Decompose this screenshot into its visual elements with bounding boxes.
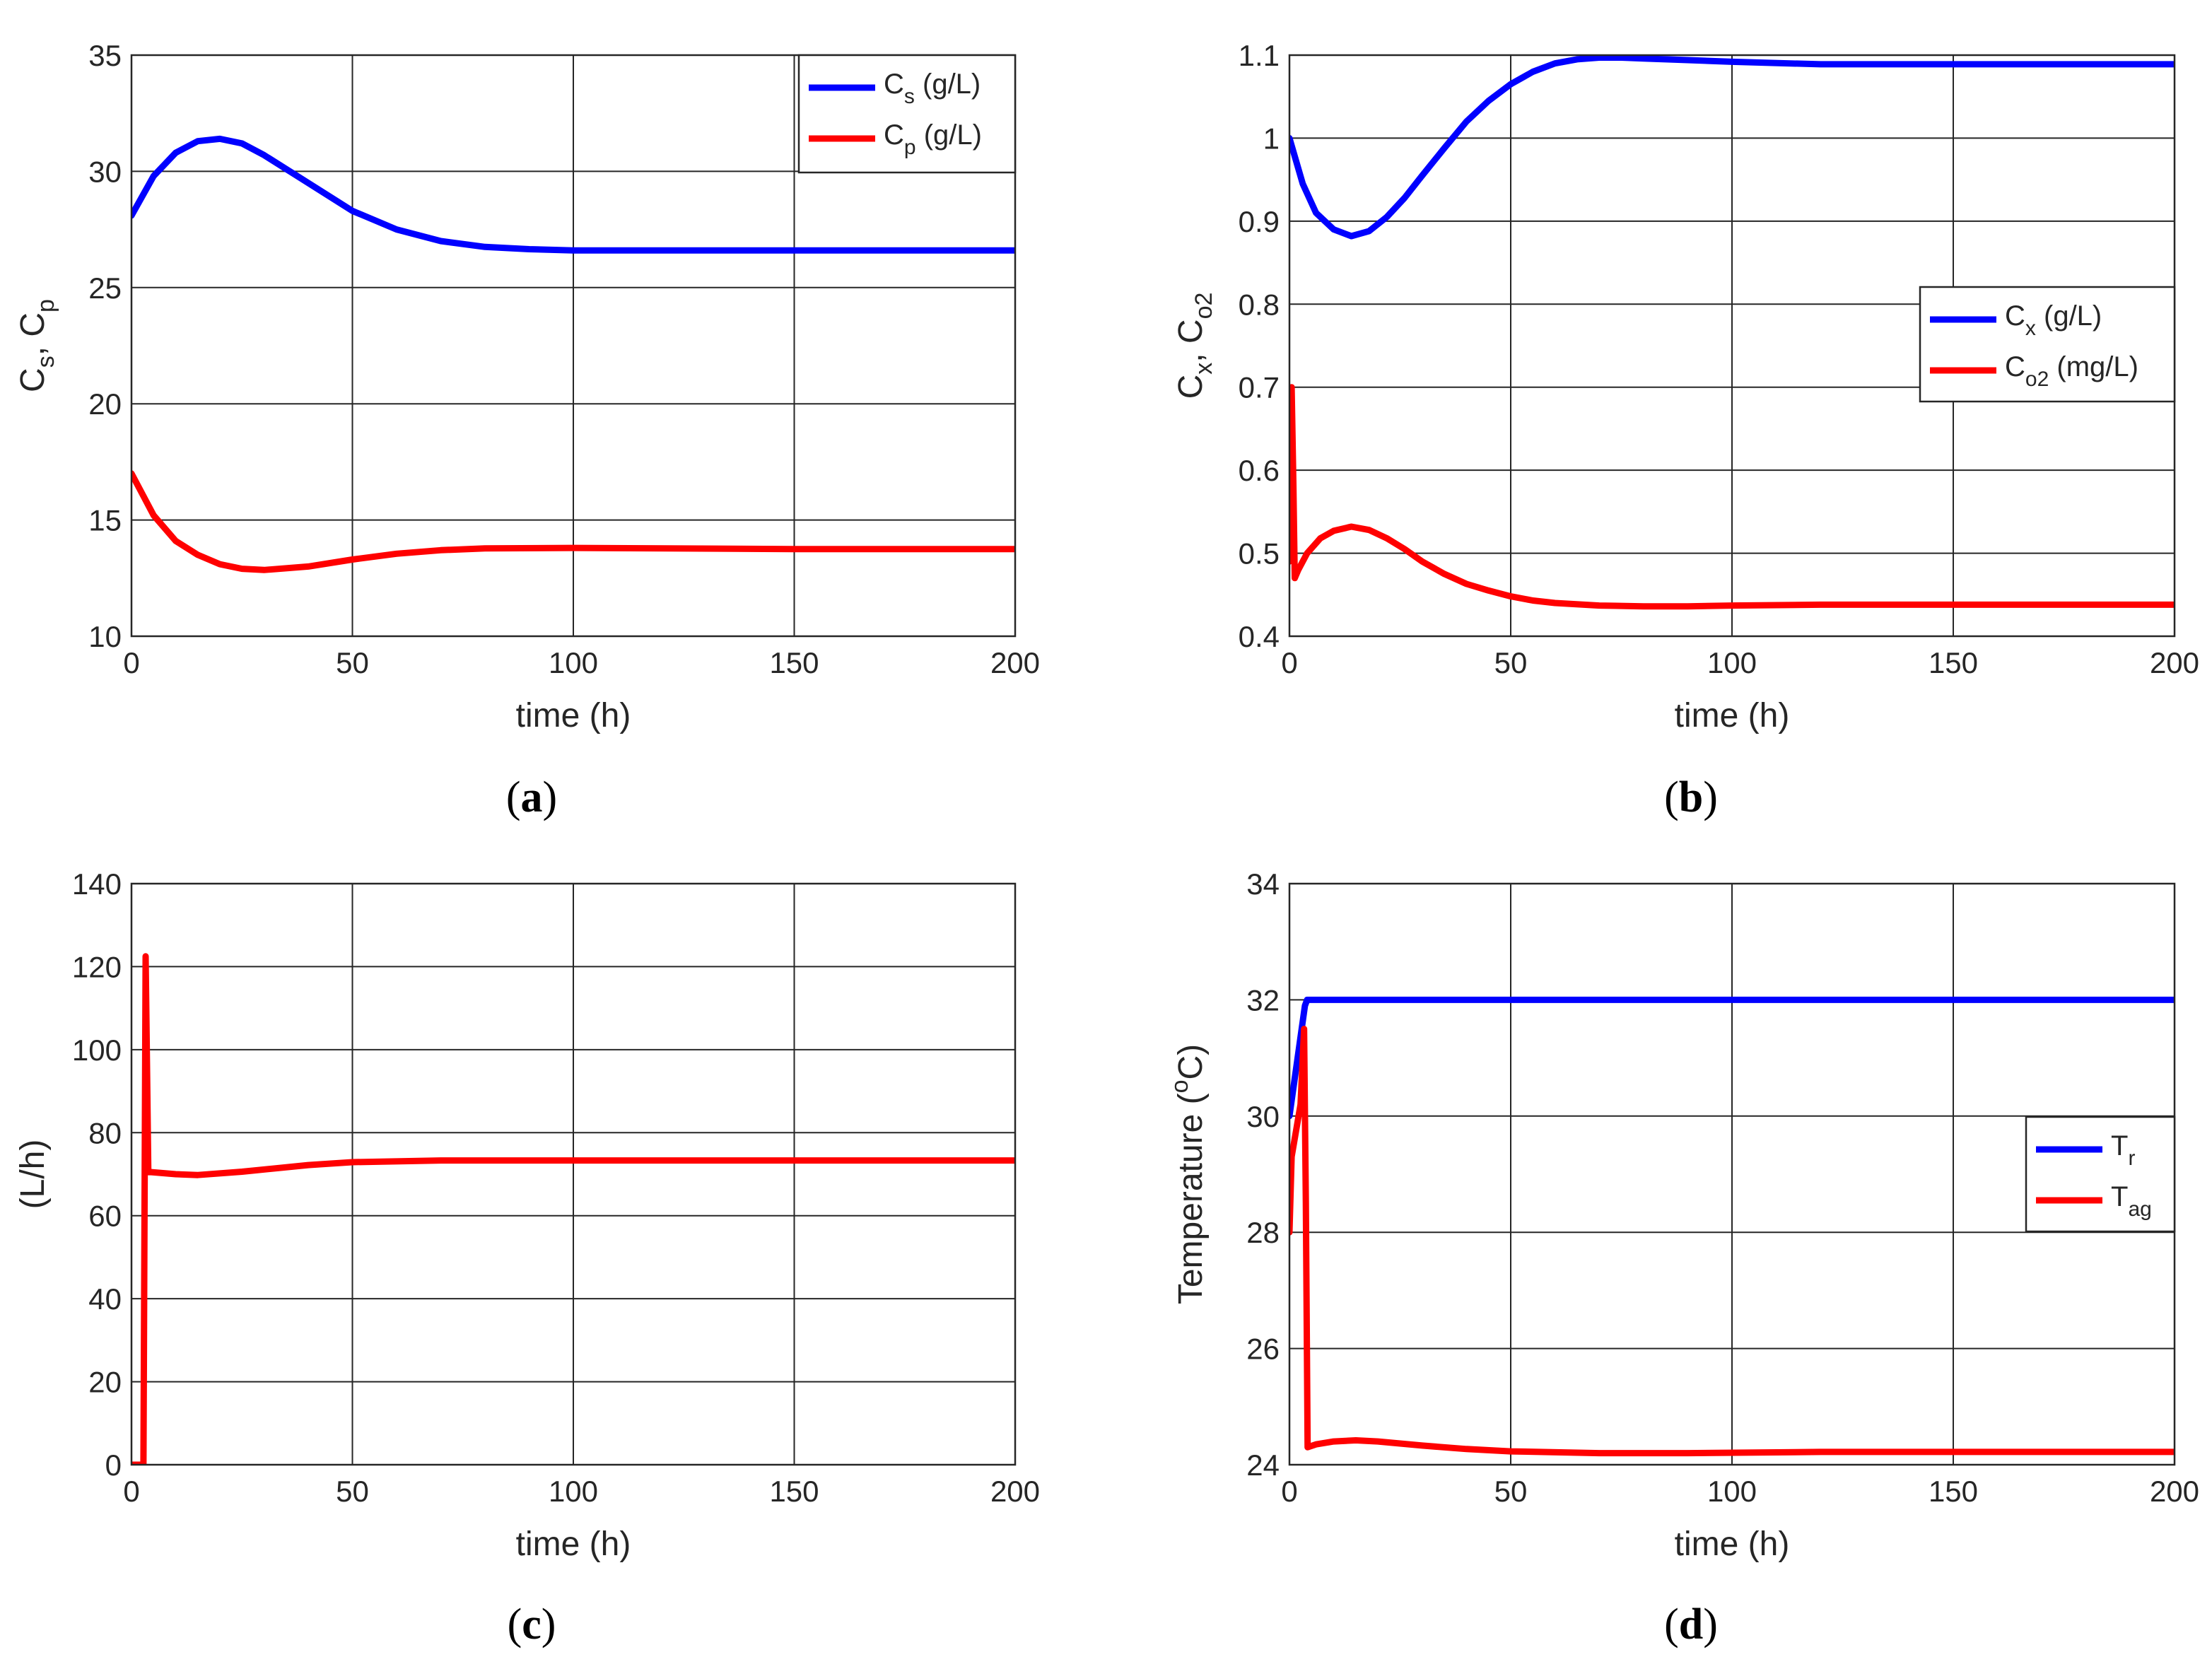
x-tick-label: 150 bbox=[1929, 646, 1978, 679]
x-tick-label: 0 bbox=[123, 646, 139, 679]
panel-caption: (d) bbox=[1664, 1600, 1718, 1649]
series-line-red bbox=[131, 470, 1015, 573]
y-tick-label: 40 bbox=[88, 1282, 122, 1316]
axes-frame bbox=[130, 882, 1017, 1466]
series-line-red bbox=[1289, 384, 2175, 610]
chart-c: 0 50 100 150 200 0 20 40 60 80 100 120 140 time (h) (L… bbox=[14, 867, 1040, 1649]
x-tick-label: 0 bbox=[1281, 1475, 1297, 1508]
chart-a: 0 50 100 150 200 10 15 20 25 30 35 time (h) Cs, Cp Cs… bbox=[14, 39, 1040, 821]
y-tick-label: 30 bbox=[1246, 1100, 1280, 1133]
legend-entry: Co2 (mg/L) bbox=[2005, 351, 2138, 391]
y-tick-label: 25 bbox=[88, 271, 122, 305]
axes-frame bbox=[130, 54, 1017, 638]
x-tick-label: 150 bbox=[769, 1475, 819, 1508]
y-tick-label: 20 bbox=[88, 387, 122, 421]
y-tick-label: 10 bbox=[88, 620, 122, 653]
y-tick-label: 0.4 bbox=[1239, 620, 1280, 653]
x-tick-label: 0 bbox=[1281, 646, 1297, 679]
y-axis-label: (L/h) bbox=[14, 1140, 52, 1210]
y-tick-label: 0.5 bbox=[1239, 537, 1280, 570]
x-tick-label: 200 bbox=[2150, 646, 2199, 679]
y-tick-label: 120 bbox=[72, 950, 122, 983]
x-tick-label: 200 bbox=[2150, 1475, 2199, 1508]
legend-entry: Cs (g/L) bbox=[884, 69, 981, 108]
legend-box bbox=[1919, 286, 2176, 403]
y-tick-label: 26 bbox=[1246, 1333, 1280, 1366]
y-tick-label: 20 bbox=[88, 1366, 122, 1399]
x-axis-label: time (h) bbox=[516, 697, 631, 734]
legend: Cs (g/L) Cp (g/L) bbox=[797, 54, 1017, 174]
x-axis-label: time (h) bbox=[1675, 697, 1790, 734]
x-tick-label: 100 bbox=[549, 1475, 598, 1508]
series-line-blue bbox=[1289, 55, 2175, 240]
x-tick-label: 100 bbox=[1707, 1475, 1757, 1508]
x-tick-label: 50 bbox=[336, 1475, 369, 1508]
y-tick-label: 0.8 bbox=[1239, 288, 1280, 321]
x-axis-label: time (h) bbox=[516, 1526, 631, 1563]
y-tick-label: 34 bbox=[1246, 867, 1280, 901]
x-axis-label: time (h) bbox=[1675, 1526, 1790, 1563]
y-axis-label: Temperature (oC) bbox=[1166, 1044, 1210, 1304]
y-tick-label: 0.6 bbox=[1239, 454, 1280, 487]
y-tick-label: 32 bbox=[1246, 983, 1280, 1017]
legend-entry: Cp (g/L) bbox=[884, 119, 982, 159]
y-tick-label: 1 bbox=[1263, 122, 1280, 155]
y-tick-label: 28 bbox=[1246, 1216, 1280, 1249]
y-tick-label: 35 bbox=[88, 39, 122, 72]
x-tick-label: 200 bbox=[990, 1475, 1040, 1508]
x-tick-label: 100 bbox=[549, 646, 598, 679]
y-tick-label: 30 bbox=[88, 155, 122, 188]
y-tick-label: 24 bbox=[1246, 1448, 1280, 1482]
x-tick-label: 50 bbox=[1494, 646, 1528, 679]
y-tick-label: 140 bbox=[72, 867, 122, 901]
y-tick-label: 15 bbox=[88, 504, 122, 537]
series-line-blue bbox=[131, 135, 1015, 254]
y-tick-label: 1.1 bbox=[1239, 39, 1280, 72]
series-line-blue bbox=[131, 953, 1015, 1465]
legend-entry: Tr bbox=[2111, 1130, 2135, 1170]
series-line-red bbox=[1289, 1026, 2175, 1457]
y-tick-label: 0 bbox=[105, 1448, 122, 1482]
x-tick-label: 0 bbox=[123, 1475, 139, 1508]
panel-caption: (b) bbox=[1664, 773, 1718, 821]
chart-d: 0 50 100 150 200 24 26 28 30 32 34 time (h) Temperat… bbox=[1166, 867, 2199, 1649]
y-axis-label: Cx, Co2 bbox=[1172, 293, 1217, 399]
legend-box bbox=[2025, 1116, 2176, 1233]
panel-caption: (c) bbox=[508, 1600, 556, 1649]
chart-b: 0 50 100 150 200 0.4 0.5 0.6 0.7 0.8 0.9 1 1.1 time (… bbox=[1172, 39, 2199, 821]
series-line-blue bbox=[1289, 996, 2175, 1120]
legend-box bbox=[797, 54, 1017, 174]
y-axis-label: Cs, Cp bbox=[14, 299, 59, 392]
legend-entry: Tag bbox=[2111, 1181, 2152, 1221]
legend-entry: Cx (g/L) bbox=[2005, 300, 2102, 340]
x-tick-label: 200 bbox=[990, 646, 1040, 679]
x-tick-label: 150 bbox=[769, 646, 819, 679]
panel-caption: (a) bbox=[506, 773, 557, 821]
y-tick-label: 60 bbox=[88, 1200, 122, 1233]
legend: Cx (g/L) Co2 (mg/L) bbox=[1919, 286, 2176, 403]
y-tick-label: 0.7 bbox=[1239, 371, 1280, 404]
x-tick-label: 100 bbox=[1707, 646, 1757, 679]
y-tick-label: 100 bbox=[72, 1034, 122, 1067]
x-tick-label: 150 bbox=[1929, 1475, 1978, 1508]
x-tick-label: 50 bbox=[336, 646, 369, 679]
legend: Tr Tag bbox=[2025, 1116, 2176, 1233]
y-tick-label: 80 bbox=[88, 1116, 122, 1149]
y-tick-label: 0.9 bbox=[1239, 205, 1280, 238]
x-tick-label: 50 bbox=[1494, 1475, 1528, 1508]
